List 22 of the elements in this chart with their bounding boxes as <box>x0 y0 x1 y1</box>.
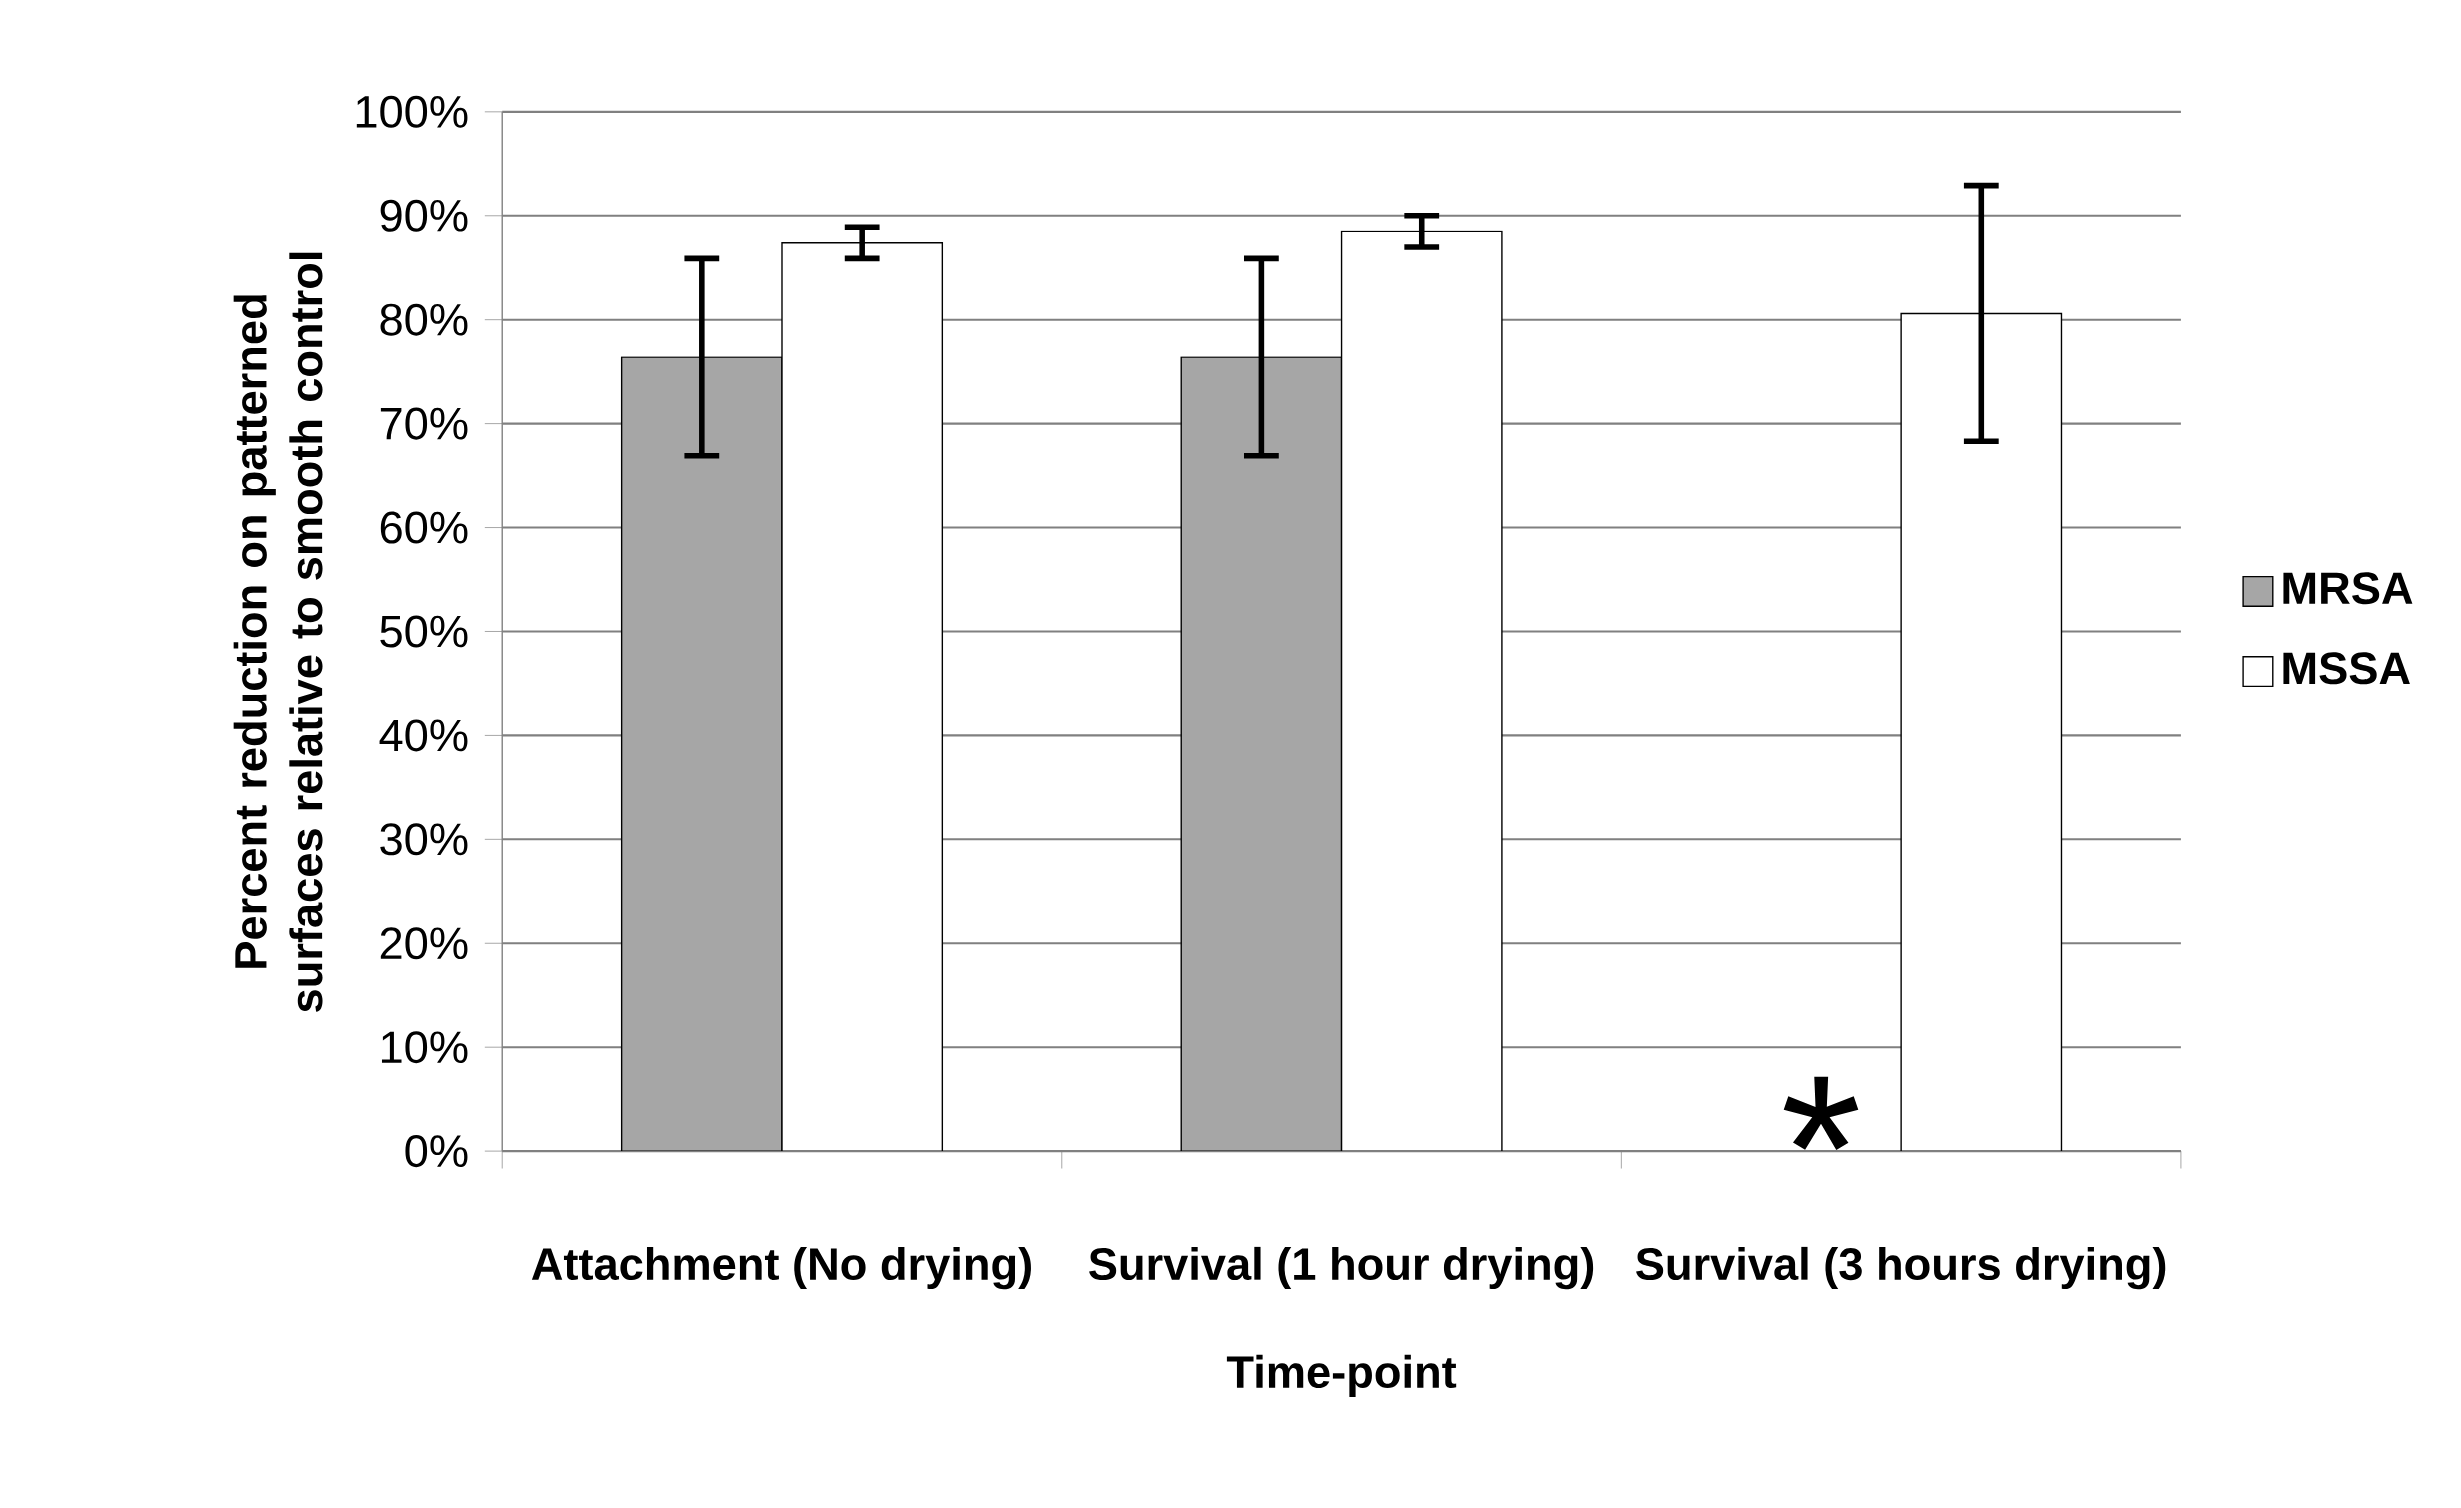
y-tick-label: 50% <box>380 615 468 648</box>
y-tick-label: 90% <box>380 199 468 232</box>
x-tick-label: Survival (3 hours drying) <box>1636 1246 2166 1290</box>
y-axis-title: Percent reduction on patterned surfaces relative to smooth control <box>233 252 323 1012</box>
legend-label: MRSA <box>2283 572 2413 605</box>
y-tick-label: 40% <box>379 719 468 752</box>
x-tick-label: Survival (1 hour drying) <box>1089 1246 1594 1290</box>
x-axis-title: Time-point <box>1226 1354 1457 1397</box>
y-tick-label: 10% <box>381 1030 468 1063</box>
legend-label: MSSA <box>2283 652 2410 685</box>
annotation: * <box>1783 1076 1859 1150</box>
y-tick-label: 80% <box>380 303 468 336</box>
y-tick-label: 0% <box>405 1134 468 1167</box>
y-tick-label: 20% <box>380 927 468 960</box>
bar <box>1180 356 1343 1151</box>
y-tick-label: 70% <box>380 407 468 440</box>
bar <box>1900 312 2063 1151</box>
y-tick-label: 30% <box>380 823 468 856</box>
x-tick-label: Attachment (No drying) <box>531 1246 1031 1290</box>
y-tick-label: 60% <box>380 511 468 544</box>
y-tick-label: 100% <box>356 95 468 128</box>
bar <box>620 356 783 1151</box>
